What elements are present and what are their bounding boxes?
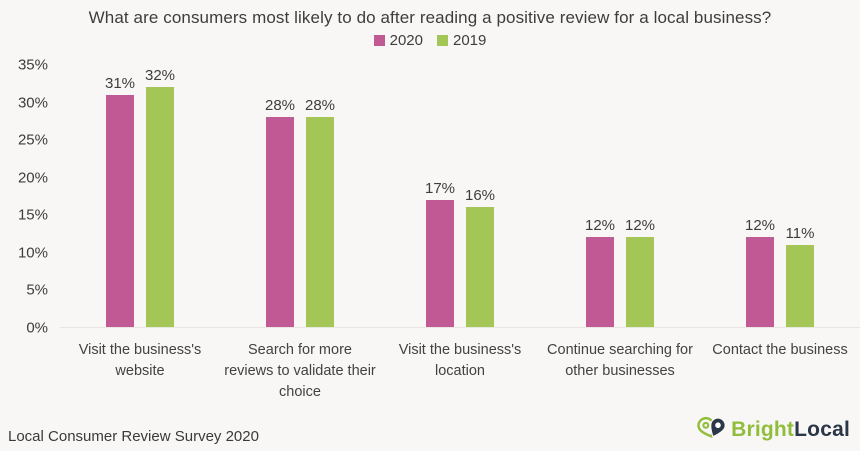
bar-rect <box>466 207 494 327</box>
bar-rect <box>266 117 294 327</box>
y-axis-tick-label: 5% <box>26 281 48 299</box>
chart-title: What are consumers most likely to do aft… <box>88 8 772 27</box>
bar-rect <box>426 199 454 327</box>
x-axis-category-label: Visit the business's website <box>78 342 202 379</box>
legend-swatch-icon <box>437 35 448 46</box>
y-axis-tick-label: 0% <box>26 319 48 337</box>
legend-label: 2019 <box>453 32 487 49</box>
legend-label: 2020 <box>389 32 423 49</box>
bar-value-label: 31% <box>104 74 136 92</box>
bar-value-label: 32% <box>144 67 176 85</box>
y-axis-tick-label: 20% <box>17 169 48 187</box>
y-axis-tick-label: 35% <box>17 56 48 74</box>
bar-value-label: 17% <box>424 179 456 197</box>
legend-item-2019: 2019 <box>437 32 486 49</box>
bar-rect <box>306 117 334 327</box>
bar-value-label: 12% <box>584 217 616 235</box>
x-axis-category-label: Search for more reviews to validate thei… <box>224 342 376 400</box>
bar-2020: 17% <box>424 65 456 327</box>
bar-rect <box>586 237 614 327</box>
bar-2019: 16% <box>464 65 496 327</box>
logo-wordmark: BrightLocal <box>731 418 850 442</box>
bar-group: 31% 32% <box>60 65 220 327</box>
bar-2020: 12% <box>744 65 776 327</box>
bar-rect <box>786 244 814 327</box>
bar-group: 12% 12% <box>540 65 700 327</box>
bar-value-label: 28% <box>304 97 336 115</box>
bar-value-label: 12% <box>624 217 656 235</box>
logo-text-local: Local <box>794 418 850 441</box>
y-axis-tick-label: 10% <box>17 244 48 262</box>
bar-group: 28% 28% <box>220 65 380 327</box>
y-axis-tick-label: 25% <box>17 131 48 149</box>
bar-2020: 31% <box>104 65 136 327</box>
chart-legend: 2020 2019 <box>0 32 860 49</box>
x-axis-category-label: Continue searching for other businesses <box>547 342 693 379</box>
bar-value-label: 16% <box>464 187 496 205</box>
map-pin-heart-icon <box>697 415 727 445</box>
brightlocal-logo: BrightLocal <box>697 415 850 445</box>
bar-value-label: 12% <box>744 217 776 235</box>
bar-2019: 32% <box>144 65 176 327</box>
y-axis: 35% 30% 25% 20% 15% 10% 5% 0% <box>0 57 60 337</box>
x-axis-labels: Visit the business's website Search for m… <box>60 340 860 403</box>
bar-2019: 28% <box>304 65 336 327</box>
bar-rect <box>146 87 174 327</box>
bar-rect <box>106 94 134 327</box>
source-caption: Local Consumer Review Survey 2020 <box>8 428 259 445</box>
x-axis-category-label: Contact the business <box>712 342 848 358</box>
legend-item-2020: 2020 <box>373 32 423 49</box>
logo-text-bright: Bright <box>731 418 795 441</box>
plot-area: 31% 32% 28% 28% 17% 16% 12% 12% 12% 11% <box>60 65 860 328</box>
bar-group: 17% 16% <box>380 65 540 327</box>
bar-rect <box>626 237 654 327</box>
bar-2020: 28% <box>264 65 296 327</box>
legend-swatch-icon <box>373 35 385 46</box>
bar-2020: 12% <box>584 65 616 327</box>
x-axis-category-label: Visit the business's location <box>398 342 522 379</box>
bar-value-label: 11% <box>785 224 815 242</box>
bar-2019: 11% <box>786 65 814 327</box>
bar-rect <box>746 237 774 327</box>
chart-body: 35% 30% 25% 20% 15% 10% 5% 0% 31% 32% 28% 28% 17% 16… <box>0 57 860 337</box>
bar-group: 12% 11% <box>700 65 860 327</box>
bar-2019: 12% <box>624 65 656 327</box>
y-axis-tick-label: 15% <box>17 206 48 224</box>
bar-value-label: 28% <box>264 97 296 115</box>
y-axis-tick-label: 30% <box>17 94 48 112</box>
